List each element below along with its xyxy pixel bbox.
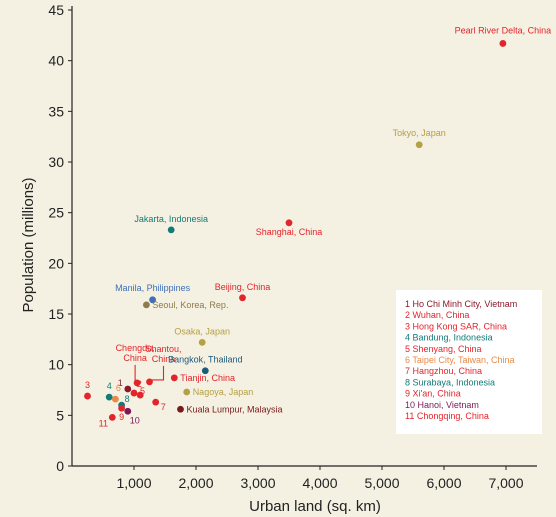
leader-line (149, 365, 165, 381)
data-point (152, 398, 160, 406)
point-label: Pearl River Delta, China (455, 25, 552, 35)
legend-item: 4 Bandung, Indonesia (405, 333, 493, 343)
data-point (133, 379, 141, 387)
data-point (183, 388, 191, 396)
x-axis-title: Urban land (sq. km) (249, 498, 381, 515)
data-point (108, 413, 116, 421)
x-tick-label: 2,000 (178, 475, 213, 491)
legend-item: 2 Wuhan, China (405, 310, 469, 320)
point-label: Seoul, Korea, Rep. (152, 300, 228, 310)
y-tick-label: 20 (48, 255, 64, 271)
point-label: Osaka, Japan (174, 326, 230, 336)
point-label: Chengdu, (116, 343, 155, 353)
data-point (143, 301, 150, 309)
x-tick-label: 5,000 (364, 475, 399, 491)
point-label: Beijing, China (215, 282, 271, 292)
y-ticks: 0 5 10 15 20 25 30 35 40 45 (48, 2, 72, 474)
data-point (118, 404, 125, 412)
data-point (198, 338, 206, 346)
data-points (84, 40, 507, 421)
y-tick-label: 0 (56, 458, 64, 474)
point-number-label: 8 (125, 394, 130, 404)
x-tick-label: 3,000 (240, 475, 275, 491)
x-ticks: 1,000 2,000 3,000 4,000 5,000 6,000 7,000 (116, 466, 524, 491)
point-number-label: 3 (85, 380, 90, 390)
y-tick-label: 10 (48, 357, 64, 373)
data-point (415, 141, 423, 149)
data-point (130, 389, 138, 397)
data-point (124, 407, 132, 415)
point-label: Shanghai, China (256, 227, 323, 237)
point-number-label: 4 (107, 381, 112, 391)
data-point (105, 393, 113, 401)
legend-box (396, 290, 542, 434)
data-point (149, 296, 157, 304)
legend-item: 7 Hangzhou, China (405, 366, 482, 376)
data-point (167, 226, 175, 234)
legend-item: 1 Ho Chi Minh City, Vietnam (405, 299, 517, 309)
legend-item: 5 Shenyang, China (405, 344, 482, 354)
point-number-label: 7 (161, 402, 166, 412)
point-label: Tianjin, China (180, 373, 235, 383)
y-tick-label: 5 (56, 407, 64, 423)
point-number-label: 11 (99, 418, 108, 428)
legend-item: 9 Xi'an, China (405, 389, 461, 399)
legend-item: 11 Chongqing, China (405, 411, 489, 421)
x-tick-label: 1,000 (116, 475, 151, 491)
data-point (146, 378, 153, 386)
x-tick-label: 4,000 (302, 475, 337, 491)
data-point (124, 385, 132, 393)
y-tick-label: 35 (48, 103, 64, 119)
point-label: China (123, 353, 147, 363)
point-number-label: 6 (116, 383, 121, 393)
point-labels: Pearl River Delta, China Tokyo, Japan Shan… (85, 25, 551, 428)
y-tick-label: 15 (48, 306, 64, 322)
y-tick-label: 25 (48, 205, 64, 221)
x-tick-label: 7,000 (488, 475, 523, 491)
y-axis-title: Population (millions) (20, 177, 37, 312)
data-point (285, 219, 293, 227)
point-number-label: 9 (119, 412, 124, 422)
point-label: Jakarta, Indonesia (134, 214, 208, 224)
legend-item: 8 Surabaya, Indonesia (405, 377, 495, 387)
point-number-label: 10 (130, 415, 140, 425)
legend-item: 3 Hong Kong SAR, China (405, 321, 507, 331)
point-label: Shantou, (145, 344, 181, 354)
y-tick-label: 40 (48, 53, 64, 69)
point-number-label: 2 (137, 379, 142, 389)
point-label: Nagoya, Japan (193, 387, 254, 397)
point-label: Bangkok, Thailand (168, 355, 242, 365)
legend-item: 10 Hanoi, Vietnam (405, 400, 479, 410)
x-tick-label: 6,000 (426, 475, 461, 491)
data-point (201, 367, 209, 375)
data-point (177, 405, 184, 413)
axes (71, 6, 537, 467)
legend-item: 6 Taipei City, Taiwan, China (405, 355, 515, 365)
data-point (499, 40, 507, 47)
data-point (112, 395, 119, 403)
point-label: Kuala Lumpur, Malaysia (187, 404, 283, 414)
y-tick-label: 30 (48, 154, 64, 170)
point-label: China (152, 354, 176, 364)
point-label: Manila, Philippines (115, 283, 191, 293)
point-number-label: 1 (118, 378, 123, 388)
data-point (170, 374, 178, 382)
data-point (136, 391, 144, 399)
y-tick-label: 45 (48, 2, 64, 18)
point-number-label: 5 (140, 386, 145, 396)
point-label: Tokyo, Japan (393, 128, 446, 138)
data-point (84, 392, 91, 400)
data-point (239, 294, 246, 302)
